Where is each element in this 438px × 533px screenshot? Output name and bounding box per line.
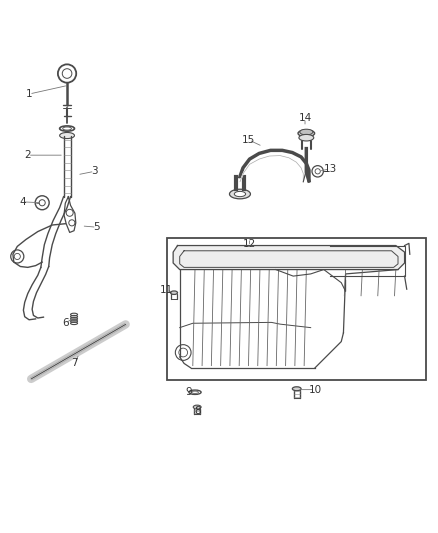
Text: 4: 4 <box>19 197 26 207</box>
Text: 8: 8 <box>194 407 201 416</box>
Ellipse shape <box>193 405 201 409</box>
Bar <box>166 238 426 380</box>
Text: 9: 9 <box>185 387 192 397</box>
Ellipse shape <box>300 129 313 135</box>
Text: 6: 6 <box>62 318 69 328</box>
Text: 3: 3 <box>91 166 98 176</box>
Ellipse shape <box>298 130 314 137</box>
Text: 2: 2 <box>25 150 31 160</box>
Text: 5: 5 <box>93 222 100 232</box>
Text: 1: 1 <box>26 89 32 99</box>
Text: 14: 14 <box>298 113 312 123</box>
Text: 11: 11 <box>160 285 173 295</box>
Ellipse shape <box>230 189 251 199</box>
Text: 12: 12 <box>243 239 256 249</box>
Ellipse shape <box>60 133 74 139</box>
Polygon shape <box>173 246 405 270</box>
Ellipse shape <box>234 191 246 197</box>
Text: 15: 15 <box>242 135 255 145</box>
Ellipse shape <box>299 134 314 141</box>
Ellipse shape <box>292 387 301 391</box>
Text: 13: 13 <box>324 164 337 174</box>
Text: 10: 10 <box>308 385 321 394</box>
Text: 7: 7 <box>71 358 78 368</box>
Ellipse shape <box>170 291 177 294</box>
